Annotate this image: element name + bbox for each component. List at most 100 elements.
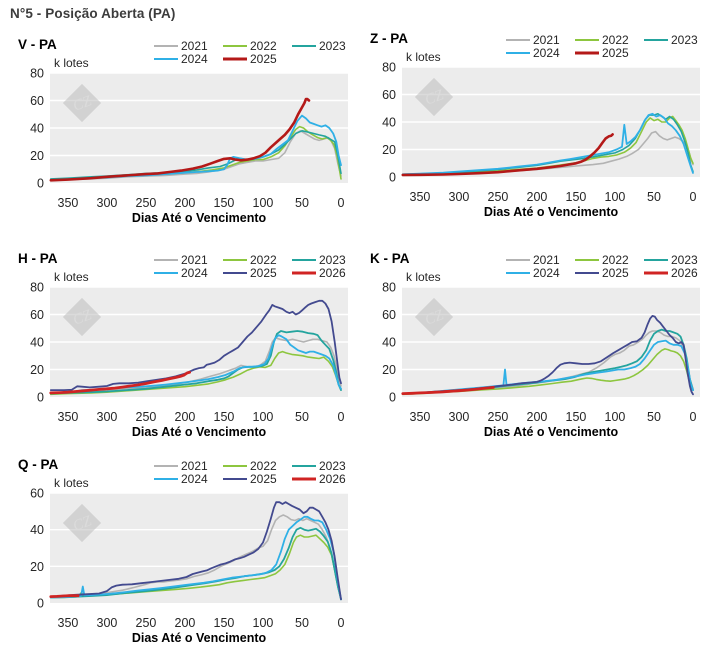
legend-label-2022: 2022 [602,33,629,47]
legend-item-2026: 2026 [292,472,346,486]
x-tick-label: 350 [58,196,79,210]
legend-item-2023: 2023 [292,39,346,53]
y-tick-label: 0 [37,391,44,405]
legend-item-2021: 2021 [154,459,208,473]
x-tick-label: 0 [338,196,345,210]
legend-label-2026: 2026 [671,266,698,280]
legend-label-2021: 2021 [181,459,208,473]
x-tick-label: 350 [410,190,431,204]
x-tick-label: 150 [566,410,587,424]
legend-item-2021: 2021 [506,253,560,267]
y-tick-label: 20 [30,363,44,377]
series-line-2026 [49,594,80,599]
y-tick-label: 0 [389,391,396,405]
y-tick-label: 0 [389,171,396,185]
legend-label-2025: 2025 [250,472,277,486]
legend-label-2026: 2026 [319,266,346,280]
y-tick-label: 0 [37,597,44,611]
legend-label-2023: 2023 [671,253,698,267]
watermark-logo: CZ [414,297,454,337]
chart-canvas-v: CZ 0 20 40 60 80 k lotes 350 300 250 200 150 100 50 0 D… [18,37,348,225]
chart-title: Q - PA [18,457,59,472]
watermark-text: CZ [71,93,94,115]
x-tick-label: 200 [175,616,196,630]
x-axis-title: Dias Até o Vencimento [132,211,267,225]
chart-canvas-k: CZ 0 20 40 60 80 k lotes 350 300 250 200 150 100 50 0 D… [370,251,700,439]
legend-item-2024: 2024 [506,266,560,280]
legend-item-2024: 2024 [506,46,560,60]
legend-label-2022: 2022 [250,253,277,267]
x-tick-label: 0 [338,616,345,630]
x-tick-label: 300 [449,190,470,204]
legend-label-2024: 2024 [181,52,208,66]
legend-label-2025: 2025 [250,266,277,280]
legend-label-2025: 2025 [602,266,629,280]
x-tick-label: 50 [295,616,309,630]
y-tick-label: 80 [382,281,396,295]
chart-canvas-q: CZ 0 20 40 60 k lotes 350 300 250 200 150 100 50 0 Dia… [18,457,348,645]
x-tick-label: 200 [175,410,196,424]
legend-item-2023: 2023 [644,253,698,267]
chart-title: V - PA [18,37,57,52]
legend-label-2024: 2024 [533,46,560,60]
x-tick-label: 250 [488,190,509,204]
chart-h-pa: CZ 0 20 40 60 80 k lotes 350 300 250 200 150 100 50 0 D… [8,240,356,446]
x-tick-label: 0 [690,190,697,204]
legend-item-2026: 2026 [644,266,698,280]
x-tick-label: 150 [214,410,235,424]
x-tick-label: 150 [214,196,235,210]
y-tick-label: 20 [382,363,396,377]
legend-item-2023: 2023 [292,459,346,473]
legend-item-2023: 2023 [292,253,346,267]
x-tick-label: 50 [647,190,661,204]
legend-label-2021: 2021 [181,39,208,53]
watermark-diamond [414,77,454,117]
legend-label-2024: 2024 [181,472,208,486]
y-axis-unit-label: k lotes [54,476,89,490]
x-tick-label: 300 [97,410,118,424]
legend-item-2021: 2021 [154,253,208,267]
x-tick-label: 300 [97,616,118,630]
series-line-2026 [401,385,495,396]
y-tick-label: 80 [30,67,44,81]
series-line-2022 [49,350,342,396]
chart-title: H - PA [18,251,58,266]
x-tick-label: 100 [605,190,626,204]
series-line-2023 [49,526,342,601]
legend-item-2022: 2022 [223,39,277,53]
x-tick-label: 250 [136,616,157,630]
y-axis-unit-label: k lotes [406,270,441,284]
x-axis-title: Dias Até o Vencimento [132,425,267,439]
legend-label-2022: 2022 [602,253,629,267]
legend-label-2021: 2021 [533,33,560,47]
legend-label-2024: 2024 [181,266,208,280]
chart-canvas-z: CZ 0 20 40 60 80 k lotes 350 300 250 200 150 100 50 0 D… [370,31,700,219]
x-tick-label: 350 [58,410,79,424]
chart-canvas-h: CZ 0 20 40 60 80 k lotes 350 300 250 200 150 100 50 0 D… [18,251,348,439]
x-axis-title: Dias Até o Vencimento [484,425,619,439]
x-tick-label: 300 [449,410,470,424]
legend-label-2023: 2023 [319,39,346,53]
x-tick-label: 200 [175,196,196,210]
legend-item-2022: 2022 [223,253,277,267]
legend-label-2023: 2023 [671,33,698,47]
watermark-logo: CZ [414,77,454,117]
x-tick-label: 0 [338,410,345,424]
legend-label-2021: 2021 [533,253,560,267]
series-line-2025 [49,97,311,182]
x-tick-label: 250 [136,196,157,210]
watermark-text: CZ [71,513,94,535]
watermark-text: CZ [71,307,94,329]
y-tick-label: 80 [30,281,44,295]
y-tick-label: 60 [30,487,44,501]
chart-v-pa: CZ 0 20 40 60 80 k lotes 350 300 250 200 150 100 50 0 D… [8,26,356,232]
chart-k-pa: CZ 0 20 40 60 80 k lotes 350 300 250 200 150 100 50 0 D… [360,240,708,446]
watermark-text: CZ [423,307,446,329]
x-tick-label: 350 [58,616,79,630]
y-tick-label: 40 [382,336,396,350]
legend-item-2025: 2025 [223,266,277,280]
y-tick-label: 20 [382,143,396,157]
legend-item-2022: 2022 [575,253,629,267]
series-line-2024 [49,515,342,601]
legend-label-2025: 2025 [250,52,277,66]
